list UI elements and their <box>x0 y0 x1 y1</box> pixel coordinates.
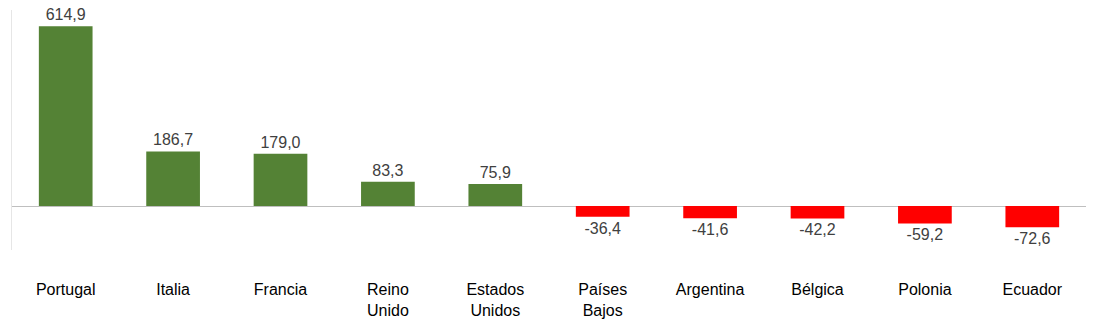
svg-text:Portugal: Portugal <box>36 281 96 298</box>
svg-text:Argentina: Argentina <box>676 281 745 298</box>
svg-text:-36,4: -36,4 <box>584 220 621 237</box>
svg-text:614,9: 614,9 <box>46 6 86 23</box>
svg-text:Ecuador: Ecuador <box>1003 281 1063 298</box>
svg-text:Bélgica: Bélgica <box>791 281 844 298</box>
svg-text:-59,2: -59,2 <box>907 226 944 243</box>
svg-text:83,3: 83,3 <box>372 162 403 179</box>
svg-text:EstadosUnidos: EstadosUnidos <box>466 281 524 319</box>
svg-text:-41,6: -41,6 <box>692 221 729 238</box>
svg-text:Francia: Francia <box>254 281 307 298</box>
svg-text:186,7: 186,7 <box>153 131 193 148</box>
svg-text:PaísesBajos: PaísesBajos <box>578 281 627 319</box>
svg-text:ReinoUnido: ReinoUnido <box>367 281 409 319</box>
svg-text:-42,2: -42,2 <box>799 221 836 238</box>
svg-text:179,0: 179,0 <box>260 134 300 151</box>
svg-text:Italia: Italia <box>156 281 190 298</box>
svg-text:Polonia: Polonia <box>898 281 951 298</box>
svg-text:-72,6: -72,6 <box>1014 230 1051 247</box>
svg-text:75,9: 75,9 <box>480 164 511 181</box>
